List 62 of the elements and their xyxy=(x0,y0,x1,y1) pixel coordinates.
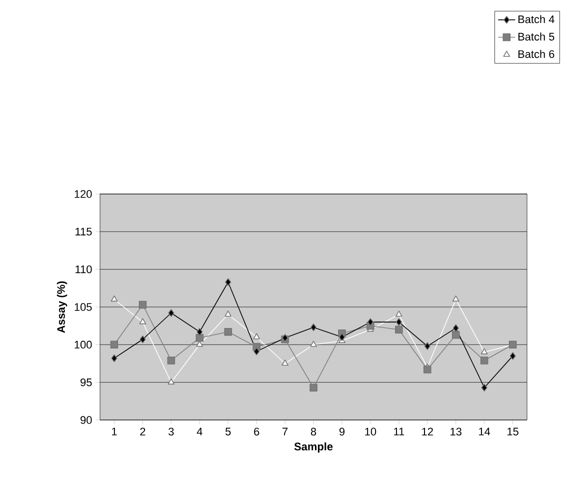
point xyxy=(254,348,260,356)
point xyxy=(395,326,403,334)
point xyxy=(224,310,232,317)
point xyxy=(225,278,232,286)
y-tick-label: 105 xyxy=(74,303,92,311)
x-axis-title: Sample xyxy=(294,442,333,453)
point xyxy=(282,360,288,366)
x-tick-label: 4 xyxy=(196,428,202,436)
y-tick-label: 95 xyxy=(80,378,92,386)
point xyxy=(111,354,118,362)
point xyxy=(338,333,345,342)
point xyxy=(452,324,459,332)
x-tick-label: 12 xyxy=(422,428,433,436)
point xyxy=(196,334,204,342)
x-tick-label: 11 xyxy=(394,428,404,436)
x-tick-label: 1 xyxy=(112,428,117,436)
point xyxy=(138,300,147,309)
point xyxy=(423,366,432,374)
x-tick-label: 5 xyxy=(226,428,231,436)
point xyxy=(168,378,175,384)
point xyxy=(196,328,203,336)
point xyxy=(396,318,402,326)
point xyxy=(480,348,488,354)
point xyxy=(480,356,488,364)
y-tick-label: 120 xyxy=(74,190,92,198)
legend-label: Batch 6 xyxy=(518,50,554,58)
point xyxy=(310,384,318,392)
x-tick-label: 3 xyxy=(168,428,174,436)
point xyxy=(253,333,260,340)
point xyxy=(424,342,430,350)
point xyxy=(452,296,460,302)
legend-label: Batch 5 xyxy=(518,32,554,41)
x-tick-label: 9 xyxy=(339,428,345,436)
x-tick-label: 13 xyxy=(450,428,462,436)
point xyxy=(510,352,516,360)
x-tick-label: 8 xyxy=(310,428,316,436)
point xyxy=(168,309,174,317)
x-tick-label: 10 xyxy=(365,428,376,436)
point xyxy=(224,328,232,336)
x-tick-label: 15 xyxy=(508,428,518,436)
point xyxy=(196,340,204,347)
point xyxy=(395,310,402,317)
point xyxy=(452,330,460,339)
y-axis-title: Assay (%) xyxy=(56,281,68,333)
point xyxy=(110,296,118,302)
point xyxy=(139,318,146,324)
point xyxy=(310,340,317,347)
legend-label: Batch 4 xyxy=(518,15,554,24)
point xyxy=(310,323,317,332)
point xyxy=(140,335,146,344)
y-tick-label: 115 xyxy=(76,228,92,236)
x-tick-label: 14 xyxy=(479,428,490,436)
point xyxy=(367,318,374,326)
y-tick-label: 100 xyxy=(74,340,92,349)
y-tick-label: 90 xyxy=(80,416,92,424)
x-tick-label: 7 xyxy=(282,428,288,436)
point xyxy=(167,356,176,364)
point xyxy=(481,384,488,392)
point xyxy=(110,340,118,349)
x-tick-label: 2 xyxy=(140,428,146,436)
y-tick-label: 110 xyxy=(76,265,92,274)
x-tick-label: 6 xyxy=(254,428,260,436)
